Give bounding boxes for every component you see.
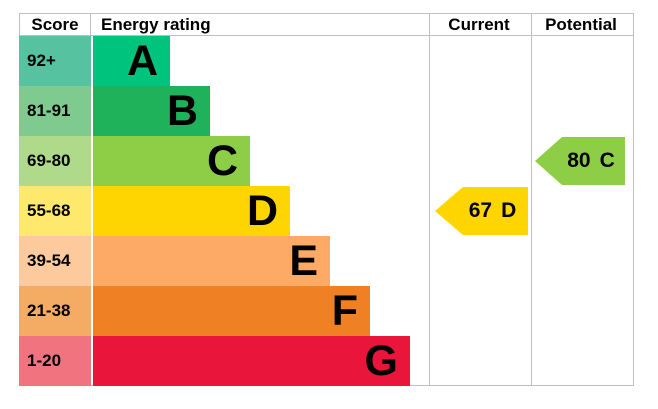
current-score: 67 [468, 199, 493, 222]
score-range-g: 1-20 [19, 336, 91, 386]
score-range-f: 21-38 [19, 286, 91, 336]
rating-bar-e: E [93, 236, 330, 286]
band-letter-a: A [126, 36, 158, 85]
header-row: Score Energy rating Current Potential [19, 13, 634, 36]
band-row-a: 92+ A [19, 36, 634, 86]
rating-bar-f: F [93, 286, 370, 336]
band-letter-e: E [289, 236, 318, 285]
band-row-b: 81-91 B [19, 86, 634, 136]
header-current: Current [448, 14, 510, 34]
score-range-b: 81-91 [19, 86, 91, 136]
score-range-d: 55-68 [19, 186, 91, 236]
band-letter-d: D [246, 186, 278, 235]
band-letter-c: C [206, 136, 238, 185]
current-band: D [501, 199, 517, 222]
band-row-c: 69-80 C [19, 136, 634, 186]
header-score: Score [19, 14, 91, 35]
rating-rows: 92+ A 81-91 B 69-80 C 55-68 D 39-54 E 21… [19, 36, 634, 386]
band-row-d: 55-68 D [19, 186, 634, 236]
current-column [429, 13, 531, 385]
rating-bar-b: B [93, 86, 210, 136]
epc-chart: Score Energy rating Current Potential 92… [19, 13, 634, 386]
band-letter-f: F [331, 286, 358, 335]
header-energy-rating: Energy rating [101, 14, 211, 34]
band-letter-b: B [166, 86, 198, 135]
potential-score: 80 [567, 149, 591, 172]
band-row-e: 39-54 E [19, 236, 634, 286]
band-letter-g: G [364, 336, 398, 385]
rating-bar-a: A [93, 36, 170, 86]
score-range-c: 69-80 [19, 136, 91, 186]
score-range-e: 39-54 [19, 236, 91, 286]
potential-column [531, 13, 634, 385]
band-row-g: 1-20 G [19, 336, 634, 386]
rating-bar-d: D [93, 186, 290, 236]
potential-band: C [599, 149, 615, 172]
band-row-f: 21-38 F [19, 286, 634, 336]
header-potential: Potential [545, 14, 617, 34]
rating-bar-c: C [93, 136, 250, 186]
score-range-a: 92+ [19, 36, 91, 86]
rating-bar-g: G [93, 336, 410, 386]
